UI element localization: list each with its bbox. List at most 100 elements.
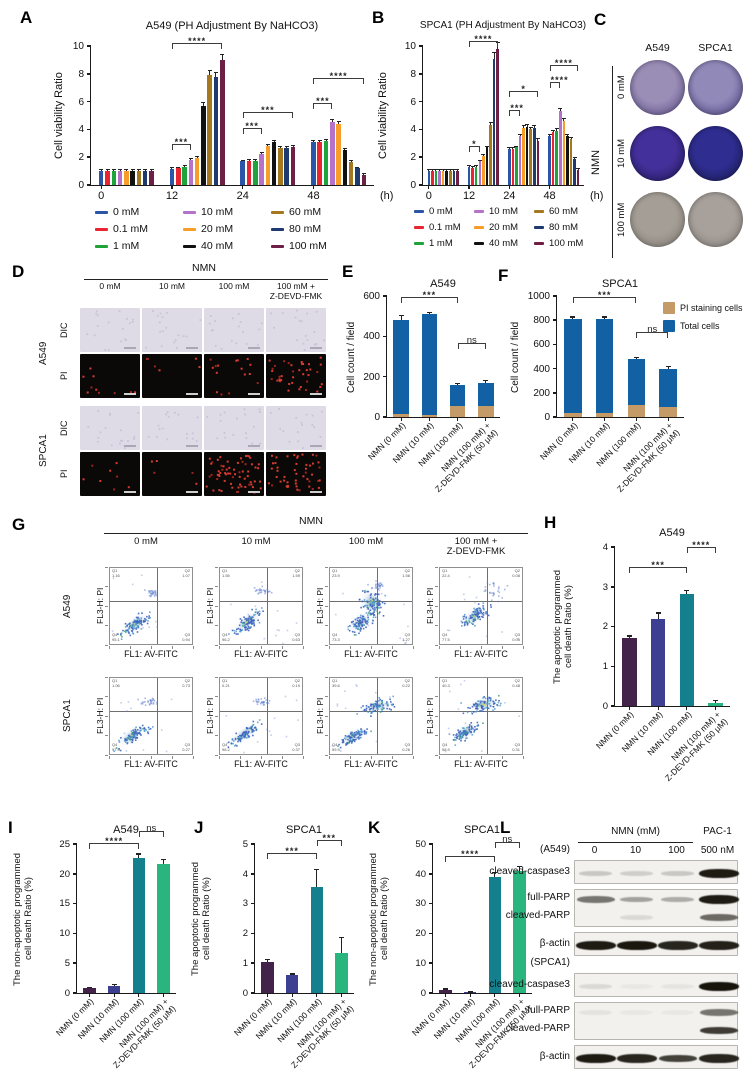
bar	[536, 140, 540, 185]
dic-image	[266, 406, 326, 450]
cell-line-label: (SPCA1)	[530, 957, 570, 968]
y-tick-mark	[382, 335, 387, 338]
y-tick-label: 0	[544, 412, 550, 423]
bar	[201, 105, 206, 185]
flow-x-axis-label: FL1: AV-FITC	[124, 759, 178, 769]
blot-row-label: cleaved-caspase3	[489, 979, 570, 990]
significance-bracket: ***	[313, 96, 333, 109]
scale-bar	[248, 347, 260, 349]
error-cap	[551, 129, 556, 131]
legend-item: 40 mM	[183, 240, 271, 252]
error-cap	[213, 71, 218, 73]
legend-label: PI staining cells	[680, 303, 743, 313]
protein-band	[620, 1009, 653, 1015]
legend-label: 20 mM	[201, 223, 234, 235]
quadrant-q3-label: Q3 1.27	[402, 632, 410, 643]
bar	[708, 702, 723, 706]
bar	[175, 168, 181, 185]
significance-bracket: ****	[549, 58, 579, 72]
pi-fluorescence-image	[266, 452, 326, 496]
bar	[576, 169, 580, 185]
bar	[445, 171, 448, 185]
x-tick-mark	[628, 706, 630, 710]
flow-plot-area: Q1 40.3 Q2 0.48 Q4 58.9 Q3 0.31	[439, 677, 523, 755]
y-tick-mark	[250, 843, 255, 845]
bar	[311, 141, 316, 185]
axis-tick	[480, 756, 482, 759]
bar-segment	[659, 368, 677, 407]
error-bar	[341, 937, 343, 953]
flow-y-axis-label: FL3-H: PI	[425, 697, 435, 735]
axis-tick	[370, 756, 372, 759]
bar	[111, 171, 117, 185]
error-bar	[338, 120, 340, 124]
y-tick-mark	[610, 665, 615, 667]
x-tick-mark	[457, 417, 459, 421]
error-bar	[221, 53, 223, 60]
flow-plot: FL3-H: PI Q1 23.9 Q2 1.56 Q4 73.3 Q3 1.27 FL1…	[313, 566, 419, 663]
y-tick-label: 0	[410, 180, 416, 191]
bar-segment	[421, 414, 438, 417]
y-axis-label: Cell count / field	[346, 321, 357, 393]
legend-item: 10 mM	[474, 206, 534, 217]
panel-f-label: F	[498, 266, 509, 285]
flow-y-axis-label: FL3-H: PI	[205, 587, 215, 625]
y-axis-label: Cell viability Ratio	[377, 72, 389, 160]
error-cap	[105, 169, 110, 171]
error-cap	[207, 69, 212, 71]
pi-fluorescence-image	[80, 452, 140, 496]
y-tick-label: 10	[404, 41, 416, 52]
quadrant-q4-label: Q4 58.9	[442, 742, 450, 753]
axis-tick	[150, 646, 152, 649]
error-bar	[657, 612, 659, 619]
significance-bracket: ***	[267, 846, 317, 859]
panel-f-cell-count-chart: F SPCA1 Cell count / field 0 200 400 600 800 100…	[498, 262, 756, 512]
chart-title: A549 (PH Adjustment By NaHCO3)	[145, 20, 319, 32]
error-bar	[556, 128, 558, 131]
flow-plot-area: Q1 22.4 Q2 0.08 Q4 77.5 Q3 0.05	[439, 567, 523, 645]
axis-tick	[522, 646, 524, 649]
error-cap	[259, 152, 264, 154]
error-bar	[526, 123, 528, 127]
x-tick-mark	[657, 706, 659, 710]
axis-tick	[435, 566, 438, 568]
y-tick-mark	[72, 962, 77, 964]
quadrant-q1-label: Q1 40.3	[442, 678, 450, 688]
pi-dots	[266, 452, 267, 453]
error-bar	[559, 107, 561, 112]
axis-tick	[108, 646, 110, 649]
scale-bar	[124, 445, 136, 447]
axis-tick	[391, 756, 393, 759]
legend: PI staining cells Total cells	[663, 302, 743, 338]
scale-bar	[310, 491, 322, 493]
error-cap	[195, 156, 200, 158]
flow-x-axis-label: FL1: AV-FITC	[344, 759, 398, 769]
legend-item: 80 mM	[534, 222, 594, 233]
error-bar	[572, 316, 574, 319]
legend-label: 0 mM	[113, 206, 140, 218]
significance-label: ***	[316, 95, 330, 106]
legend-swatch	[414, 210, 424, 213]
bar	[259, 153, 264, 185]
significance-bracket: ***	[242, 121, 262, 134]
y-tick-label: 3	[602, 581, 608, 593]
legend-item: 20 mM	[183, 223, 271, 235]
bar	[335, 952, 348, 993]
quadrant-hline	[220, 601, 302, 603]
significance-label: ns	[502, 834, 513, 846]
legend-item: 20 mM	[474, 222, 534, 233]
axis-tick	[435, 644, 438, 646]
protein-band	[579, 870, 612, 876]
legend-item: Total cells	[663, 320, 743, 332]
legend-label: 0.1 mM	[429, 222, 461, 233]
error-bar	[570, 136, 572, 140]
axis-tick	[215, 566, 218, 568]
axis-tick	[435, 586, 438, 587]
quadrant-q4-label: Q4 98.2	[222, 742, 230, 753]
protein-band	[661, 1009, 694, 1015]
bar	[488, 876, 502, 993]
error-cap	[130, 169, 135, 171]
panel-b-label: B	[372, 8, 385, 27]
flow-y-axis-label: FL3-H: PI	[315, 587, 325, 625]
error-cap	[220, 53, 225, 55]
